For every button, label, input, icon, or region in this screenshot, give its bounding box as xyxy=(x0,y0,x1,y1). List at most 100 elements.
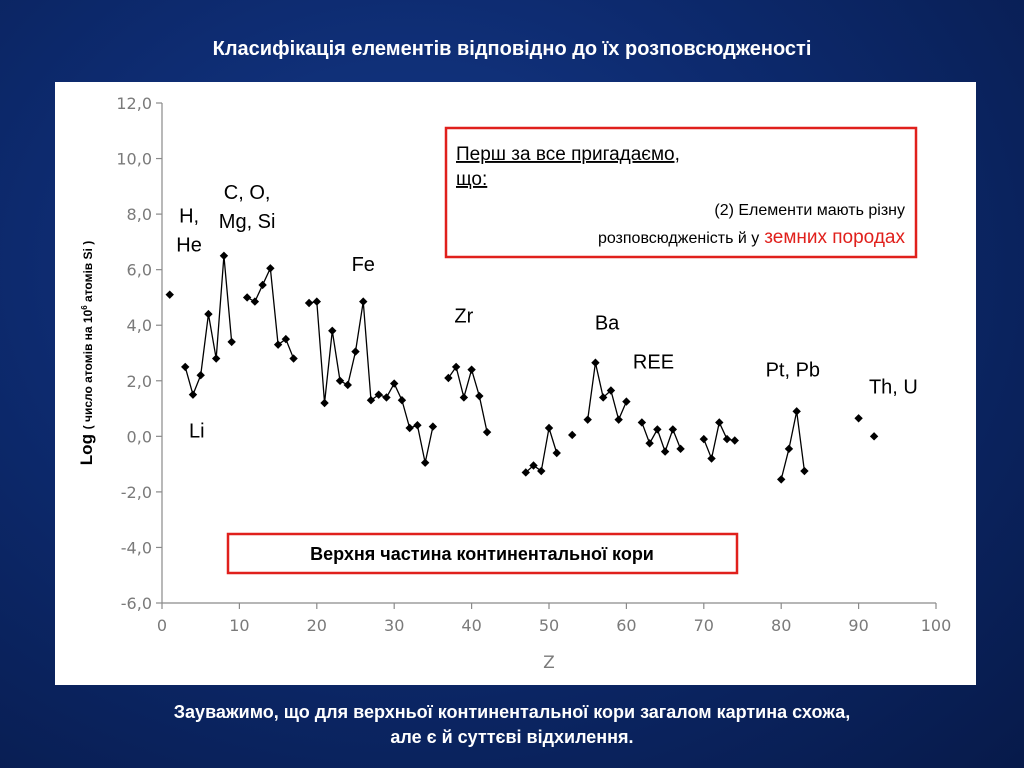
data-point xyxy=(676,444,685,454)
data-point xyxy=(366,396,376,405)
data-point xyxy=(335,376,345,385)
x-tick-label: 70 xyxy=(694,616,714,635)
data-point xyxy=(181,362,190,372)
y-tick-label: -4,0 xyxy=(121,538,152,557)
y-tick-label: 0,0 xyxy=(127,427,152,446)
y-tick-label: 2,0 xyxy=(127,372,152,391)
y-tick-label: 12,0 xyxy=(116,94,152,113)
data-point xyxy=(273,340,283,349)
data-point xyxy=(250,297,260,306)
callout-heading-line2: що: xyxy=(456,169,487,190)
data-point xyxy=(591,358,600,367)
data-point xyxy=(792,407,801,416)
annotation-line: Li xyxy=(189,421,205,443)
y-tick-label: 6,0 xyxy=(127,261,152,280)
data-point xyxy=(266,264,275,273)
data-point xyxy=(451,362,461,372)
annotation-line: Ba xyxy=(595,312,620,334)
data-point xyxy=(420,458,430,467)
element-annotation: Fe xyxy=(352,254,375,276)
y-tick-label: 10,0 xyxy=(116,150,152,169)
data-point xyxy=(196,371,205,380)
y-tick-label: -2,0 xyxy=(121,483,152,502)
element-annotation: Ba xyxy=(595,312,620,334)
data-point xyxy=(242,293,252,302)
data-point xyxy=(320,398,329,408)
data-point xyxy=(715,418,724,427)
data-point xyxy=(258,280,267,290)
data-point xyxy=(854,414,863,423)
data-point xyxy=(413,421,422,430)
data-point xyxy=(784,444,794,454)
data-point xyxy=(165,290,174,299)
data-point xyxy=(482,427,492,437)
series-line-segment xyxy=(641,422,682,454)
data-point xyxy=(660,447,670,456)
data-point xyxy=(188,390,198,399)
data-point xyxy=(390,379,399,388)
y-tick-label: -6,0 xyxy=(121,594,152,613)
element-annotation: H, He xyxy=(176,205,202,256)
data-point xyxy=(645,439,654,448)
x-tick-label: 60 xyxy=(616,616,636,635)
data-point xyxy=(722,434,732,444)
chart-panel: 12,0 10,0 8,0 6,0 4,0 2,0 0,0 -2,0 -4,0 -6,0 0 10 20… xyxy=(55,82,976,685)
data-point xyxy=(211,354,221,363)
data-point xyxy=(800,466,809,476)
series-line-segment xyxy=(587,362,627,422)
footer-line1: Зауважимо, що для верхньої континентальн… xyxy=(173,702,851,722)
element-annotation: Li xyxy=(189,421,205,443)
x-tick-label: 80 xyxy=(771,616,791,635)
data-point xyxy=(475,391,484,401)
y-label-sup: 6 xyxy=(80,305,89,310)
data-point xyxy=(598,393,608,402)
data-point xyxy=(304,298,314,308)
series-line-segment xyxy=(308,300,434,463)
y-axis-label-text: Log ( число атомів на 106 атомів Si ) xyxy=(77,241,96,465)
y-axis-label: Log ( число атомів на 106 атомів Si ) xyxy=(77,241,96,465)
data-point xyxy=(637,418,647,427)
data-point xyxy=(777,475,786,484)
data-point xyxy=(583,415,592,424)
x-tick-label: 0 xyxy=(157,616,167,635)
data-point xyxy=(444,373,453,383)
data-point xyxy=(227,337,236,347)
data-point xyxy=(537,466,546,476)
data-point xyxy=(521,468,530,477)
data-point xyxy=(382,393,391,402)
data-point xyxy=(730,436,739,445)
caption-box: Верхня частина континентальної кори xyxy=(226,532,739,575)
element-annotation: Pt, Pb xyxy=(766,360,820,382)
data-point xyxy=(568,430,577,440)
data-point xyxy=(312,297,321,306)
annotation-line: He xyxy=(176,234,202,256)
footer-line2: але є й суттєві відхилення. xyxy=(390,727,634,747)
data-point xyxy=(467,365,476,374)
x-axis-label: Z xyxy=(543,653,555,673)
data-point xyxy=(544,423,554,433)
data-point xyxy=(281,334,291,344)
data-point xyxy=(622,397,631,406)
element-annotation: REE xyxy=(633,351,674,373)
series-line-segment xyxy=(246,265,295,359)
annotation-line: Mg, Si xyxy=(219,211,276,233)
data-point xyxy=(289,354,298,363)
y-label-prefix: Log xyxy=(77,429,96,465)
data-point xyxy=(653,425,662,434)
callout-heading-line1: Перш за все пригадаємо, xyxy=(456,144,680,165)
data-point xyxy=(359,297,368,306)
x-tick-label: 90 xyxy=(848,616,868,635)
annotation-line: Th, U xyxy=(869,376,918,398)
data-point xyxy=(668,425,678,434)
y-label-suffix: атомів Si ) xyxy=(81,241,95,306)
y-axis-label-group: Log ( число атомів на 106 атомів Si ) xyxy=(77,241,96,465)
data-point xyxy=(328,326,337,335)
element-annotation: Zr xyxy=(454,305,473,327)
chart-annotations: H, He C, O, Mg, Si Fe Li Zr Ba REE Pt, Pb Th, U xyxy=(176,182,918,443)
y-tick-label: 8,0 xyxy=(127,205,152,224)
element-annotation: Th, U xyxy=(869,376,918,398)
callout-line2-highlight: земних породах xyxy=(764,227,905,248)
data-point xyxy=(869,432,879,441)
data-point xyxy=(699,434,708,444)
data-point xyxy=(374,390,383,399)
